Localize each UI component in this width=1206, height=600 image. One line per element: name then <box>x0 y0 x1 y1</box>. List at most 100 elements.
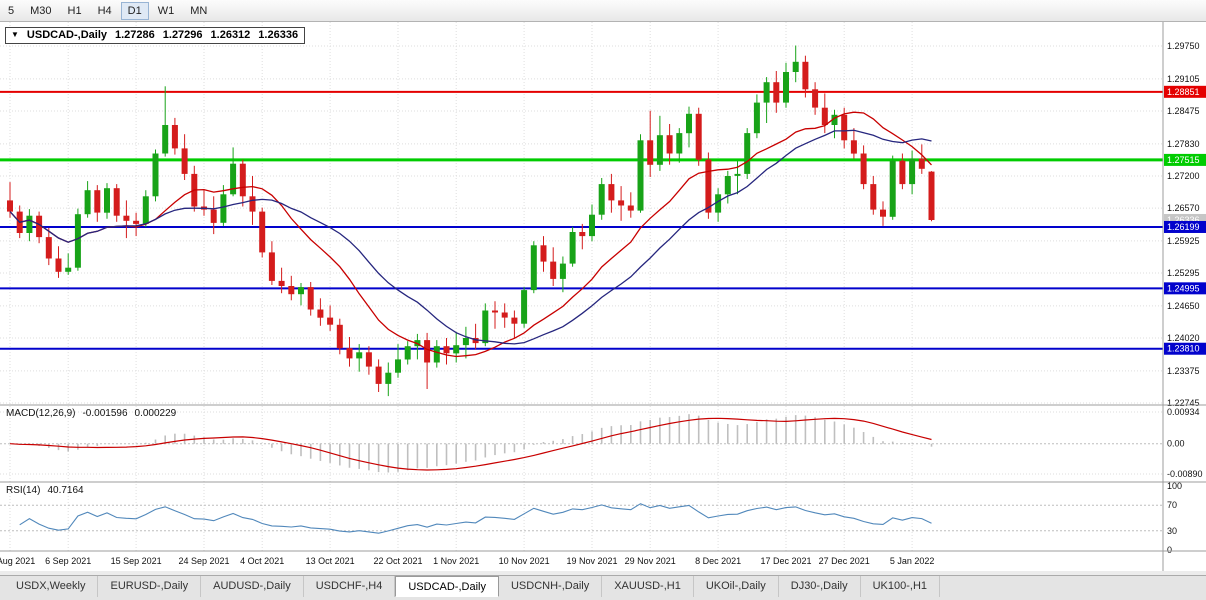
candle-body <box>686 113 692 134</box>
rsi-indicator-name: RSI(14) <box>6 485 41 496</box>
candle-body <box>395 359 401 373</box>
quote-close: 1.26336 <box>258 29 299 41</box>
candle-body <box>705 159 712 213</box>
window-bottom-edge <box>0 597 1206 600</box>
candle-body <box>65 267 72 272</box>
candle-body <box>278 280 285 286</box>
chart-canvas[interactable]: 27 Aug 2021 6 Sep 2021 15 Sep 2021 24 Sep 2… <box>0 22 1206 571</box>
date-axis-label: 13 Oct 2021 <box>306 556 355 566</box>
candle-body <box>695 113 702 160</box>
candle-body <box>492 310 498 313</box>
date-axis-label: 10 Nov 2021 <box>499 556 550 566</box>
candle-body <box>550 261 557 279</box>
date-axis-label: 27 Aug 2021 <box>0 556 35 566</box>
candle-body <box>181 148 188 174</box>
candle-body <box>317 309 324 318</box>
level-price-tag-label: 1.27515 <box>1167 155 1200 165</box>
chart-tab-usdx-weekly[interactable]: USDX,Weekly <box>4 576 99 597</box>
date-axis-label: 19 Nov 2021 <box>566 556 617 566</box>
candle-body <box>113 188 120 216</box>
chart-tab-usdchf-h4[interactable]: USDCHF-,H4 <box>304 576 396 597</box>
candle-body <box>918 158 925 169</box>
candle-body <box>666 135 673 154</box>
candle-body <box>579 232 586 237</box>
dropdown-arrow-icon[interactable]: ▼ <box>11 30 19 39</box>
price-axis-label: 1.29105 <box>1167 74 1200 84</box>
candle-body <box>870 184 877 210</box>
candle-body <box>608 184 615 201</box>
price-axis-label: 1.26570 <box>1167 203 1200 213</box>
price-axis-label: 1.27830 <box>1167 139 1200 149</box>
timeframe-button-h4[interactable]: H4 <box>97 4 112 17</box>
macd-axis-label: 0.00 <box>1167 439 1185 449</box>
candle-body <box>744 133 751 174</box>
chart-tab-ukoil-daily[interactable]: UKOil-,Daily <box>694 576 779 597</box>
timeframe-button-m30[interactable]: M30 <box>30 4 52 17</box>
candle-body <box>637 140 644 211</box>
candle-body <box>792 61 799 72</box>
chart-tab-eurusd-daily[interactable]: EURUSD-,Daily <box>98 576 202 597</box>
date-axis-label: 17 Dec 2021 <box>760 556 811 566</box>
candle-body <box>45 237 52 259</box>
candle-body <box>210 209 217 223</box>
candle-body <box>55 258 62 272</box>
macd-axis-label: 0.00934 <box>1167 407 1200 417</box>
date-axis-label: 24 Sep 2021 <box>178 556 229 566</box>
timeframe-button-mn[interactable]: MN <box>190 4 208 17</box>
candle-body <box>26 215 33 233</box>
quote-low: 1.26312 <box>210 29 251 41</box>
macd-axis-label: -0.00890 <box>1167 469 1203 479</box>
macd-signal-line <box>9 417 932 471</box>
candle-body <box>462 338 469 346</box>
chart-tab-xauusd-h1[interactable]: XAUUSD-,H1 <box>602 576 694 597</box>
price-axis-label: 1.29750 <box>1167 41 1200 51</box>
macd-main-value: -0.001596 <box>82 408 128 419</box>
candle-body <box>627 205 634 211</box>
candle-body <box>84 190 91 215</box>
chart-tab-audusd-daily[interactable]: AUDUSD-,Daily <box>201 576 304 597</box>
timeframe-button-5[interactable]: 5 <box>8 4 15 17</box>
candle-body <box>404 346 411 360</box>
date-axis-label: 6 Sep 2021 <box>45 556 91 566</box>
date-axis-label: 5 Jan 2022 <box>890 556 935 566</box>
candle-body <box>909 158 916 185</box>
chart-window[interactable]: 27 Aug 2021 6 Sep 2021 15 Sep 2021 24 Sep 2… <box>0 22 1206 571</box>
candle-body <box>511 317 518 324</box>
symbol-quote-bar[interactable]: ▼ USDCAD-,Daily 1.27286 1.27296 1.26312 … <box>5 27 306 44</box>
candle-body <box>162 125 169 154</box>
price-axis-label: 1.25925 <box>1167 236 1200 246</box>
candle-body <box>802 61 809 90</box>
timeframe-button-d1[interactable]: D1 <box>120 1 149 20</box>
level-price-tag <box>1164 282 1206 295</box>
chart-tab-dj30-daily[interactable]: DJ30-,Daily <box>779 576 861 597</box>
chart-tab-usdcad-daily[interactable]: USDCAD-,Daily <box>395 576 499 597</box>
candle-body <box>104 188 110 213</box>
candle-body <box>443 346 450 354</box>
candle-body <box>365 352 372 367</box>
rsi-axis-label: 100 <box>1167 481 1182 491</box>
candle-body <box>472 338 479 344</box>
candle-body <box>899 160 906 185</box>
symbol-tab-bar: USDX,Weekly EURUSD-,Daily AUDUSD-,Daily USD… <box>0 575 1206 597</box>
candle-body <box>482 310 489 344</box>
level-price-tag <box>1164 220 1206 233</box>
timeframe-button-h1[interactable]: H1 <box>67 4 82 17</box>
price-axis-label: 1.28475 <box>1167 106 1200 116</box>
candle-body <box>559 263 566 279</box>
price-axis-label: 1.22745 <box>1167 398 1200 408</box>
timeframe-button-w1[interactable]: W1 <box>157 4 175 17</box>
candle-body <box>501 312 508 318</box>
price-axis-label: 1.25295 <box>1167 268 1200 278</box>
candle-body <box>424 340 431 363</box>
chart-tab-usdcnh-daily[interactable]: USDCNH-,Daily <box>499 576 603 597</box>
rsi-line <box>19 503 932 534</box>
candle-body <box>850 140 857 154</box>
chart-tab-uk100-h1[interactable]: UK100-,H1 <box>861 576 941 597</box>
date-axis-label: 22 Oct 2021 <box>373 556 422 566</box>
candle-body <box>647 140 654 165</box>
macd-pane-label: MACD(12,26,9) -0.001596 0.000229 <box>6 408 176 419</box>
rsi-value: 40.7164 <box>47 485 84 496</box>
candle-body <box>676 133 683 154</box>
macd-signal-value: 0.000229 <box>134 408 177 419</box>
candle-body <box>880 209 886 217</box>
